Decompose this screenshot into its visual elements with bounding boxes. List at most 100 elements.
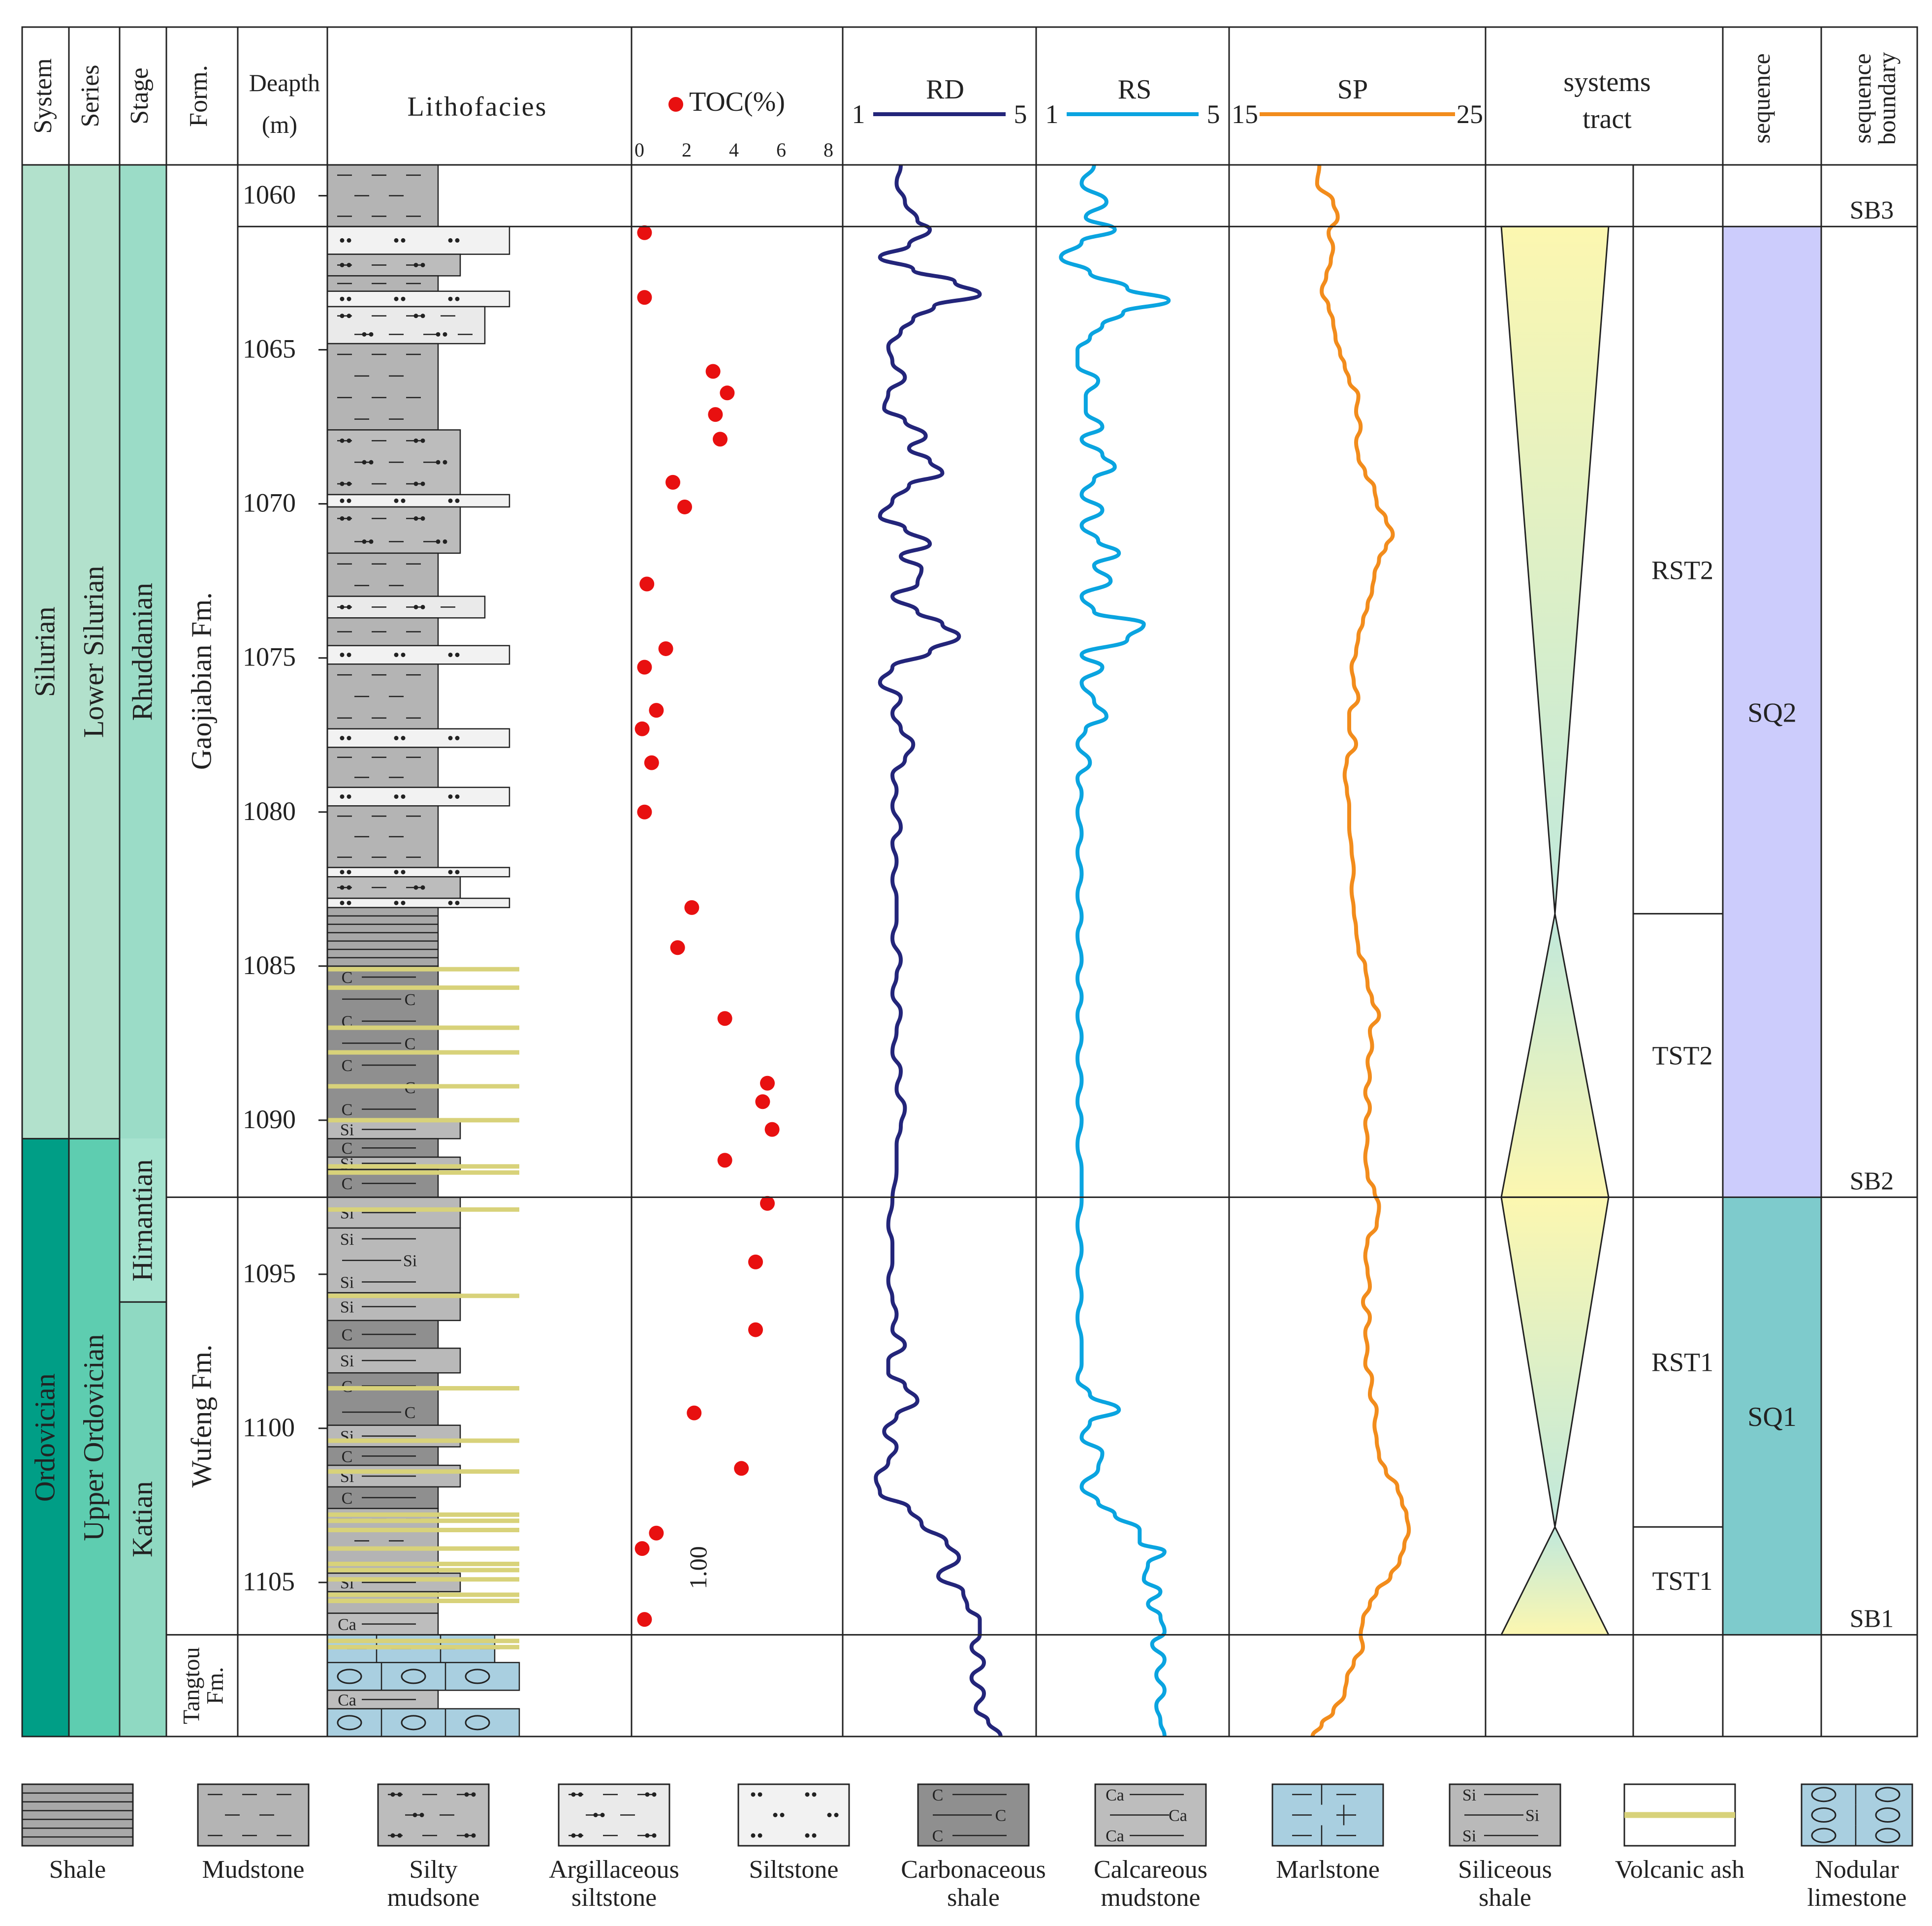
sp-min: 15 — [1232, 99, 1258, 129]
lithology-bed: Si — [326, 1347, 461, 1374]
legend-label: Nodular — [1815, 1856, 1899, 1884]
stage-band — [120, 1302, 166, 1737]
toc-point — [649, 703, 664, 718]
element-symbol: Ca — [1169, 1807, 1187, 1825]
legend-label: Siltstone — [749, 1856, 838, 1884]
legend-label: mudsone — [387, 1884, 480, 1912]
lithology-bed-fill — [326, 1662, 520, 1691]
silt-dot — [401, 296, 406, 301]
silt-dot — [758, 1833, 762, 1838]
rd-min: 1 — [852, 99, 865, 129]
silt-dot — [600, 1813, 605, 1817]
sequence-band — [1723, 226, 1821, 1198]
systems-tract-label: TST1 — [1652, 1566, 1712, 1596]
silt-dot — [420, 516, 425, 521]
toc-point — [760, 1075, 775, 1091]
legend-item-mudstone: Mudstone — [197, 1783, 310, 1884]
silt-dot — [340, 481, 345, 486]
rs-max: 5 — [1207, 99, 1220, 129]
legend-label: shale — [947, 1884, 1000, 1912]
nodule — [465, 1715, 490, 1731]
element-symbol: Si — [1525, 1807, 1539, 1825]
silt-dot — [340, 238, 345, 243]
silt-dot — [340, 900, 345, 905]
legend-label: Calcareous — [1094, 1856, 1207, 1884]
toc-point — [748, 1322, 763, 1337]
header-sequence: sequence — [1747, 53, 1775, 143]
sequence-boundary-label: SB2 — [1850, 1167, 1894, 1195]
depth-tick-label: 1090 — [243, 1105, 296, 1134]
lithology-bed — [326, 897, 510, 909]
toc-point — [637, 1612, 652, 1627]
silt-dot — [413, 604, 418, 609]
legend-label: Siliceous — [1458, 1856, 1552, 1884]
silt-dot — [571, 1792, 576, 1797]
lithology-bed: Si Si Si — [326, 1227, 461, 1294]
toc-axis-tick: 8 — [823, 139, 833, 161]
silt-dot — [394, 652, 399, 657]
legend-pattern — [1292, 1784, 1356, 1846]
silt-dot — [413, 314, 418, 318]
lithology-bed — [326, 253, 461, 277]
silt-dot — [834, 1813, 839, 1817]
toc-annotation: 1.00 — [684, 1546, 712, 1589]
systems-tract-label: RST2 — [1651, 555, 1713, 585]
silt-dot — [448, 794, 453, 799]
depth-tick-label: 1080 — [243, 796, 296, 826]
silt-dot — [448, 296, 453, 301]
lithology-bed — [326, 494, 510, 508]
element-symbol: C — [342, 1175, 353, 1193]
toc-point — [760, 1196, 775, 1211]
silt-dot — [362, 460, 367, 465]
lithology-bed-fill — [326, 1708, 520, 1737]
volcanic-ash-layers — [327, 967, 519, 1649]
toc-point — [637, 225, 652, 240]
silt-dot — [340, 885, 345, 890]
silt-dot — [773, 1813, 778, 1817]
silt-dot — [340, 652, 345, 657]
element-symbol: Si — [340, 1574, 354, 1592]
lithology-bed-fill — [326, 728, 510, 748]
legend-item-volcanic-ash: Volcanic ash — [1615, 1783, 1744, 1884]
silt-dot — [455, 736, 460, 741]
toc-axis-tick: 2 — [682, 139, 692, 161]
silt-dot — [420, 314, 425, 318]
silt-dot — [420, 481, 425, 486]
silt-dot — [593, 1813, 598, 1817]
silt-dot — [347, 736, 351, 741]
header-system: System — [29, 58, 57, 133]
toc-point — [705, 364, 721, 379]
silt-dot — [397, 1792, 402, 1797]
lithology-bed — [326, 805, 439, 868]
lithology-bed: Si — [326, 1424, 461, 1448]
silt-dot — [347, 794, 351, 799]
depth-tick-label: 1095 — [243, 1259, 296, 1288]
silt-dot — [455, 296, 460, 301]
lithology-bed: CC — [326, 1372, 439, 1426]
sequence-label: SQ1 — [1747, 1402, 1797, 1432]
silt-dot — [448, 238, 453, 243]
series-label: Upper Ordovician — [78, 1334, 110, 1541]
system-label: Silurian — [29, 606, 61, 697]
header-stage: Stage — [126, 67, 154, 125]
lithology-bed: Ca — [326, 1612, 439, 1636]
series-band — [69, 165, 120, 1139]
toc-legend-dot — [668, 97, 683, 112]
lithology-bed-fill — [326, 897, 510, 909]
depth-tick-label: 1060 — [243, 180, 296, 210]
silt-dot — [347, 516, 351, 521]
silt-dot — [347, 481, 351, 486]
systems-tract-triangle — [1500, 1196, 1610, 1527]
toc-point — [637, 804, 652, 820]
legend-item-shale: Shale — [21, 1783, 134, 1884]
silt-dot — [390, 1833, 395, 1838]
silt-dot — [419, 1813, 424, 1817]
header-systems-tract-line2: tract — [1583, 104, 1632, 134]
silt-dot — [448, 736, 453, 741]
legend-swatch — [197, 1783, 310, 1847]
lithology-bed-fill — [326, 663, 439, 729]
nodule — [1811, 1828, 1837, 1843]
